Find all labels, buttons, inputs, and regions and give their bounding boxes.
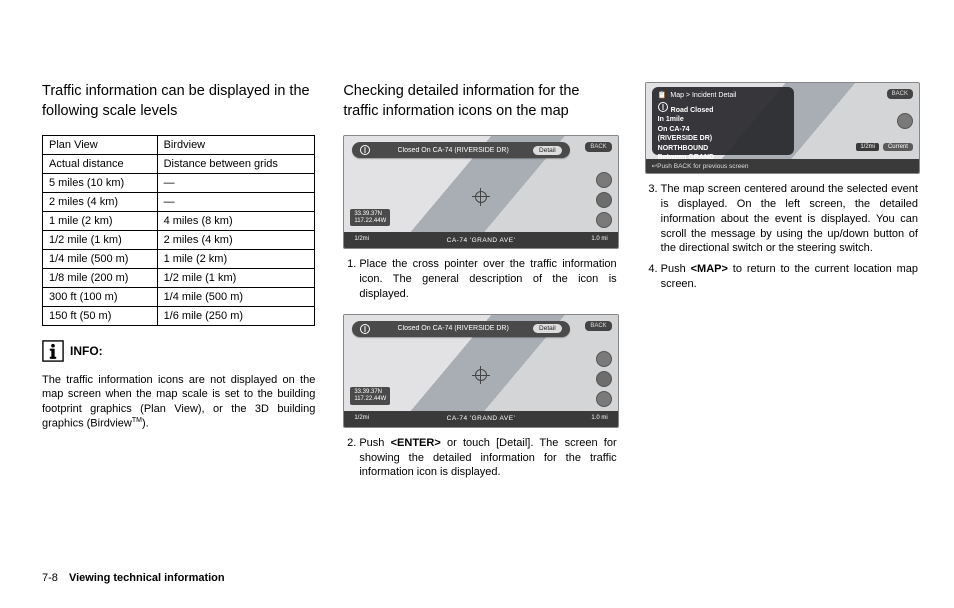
scale-table: Plan View Birdview Actual distance Dista… (42, 135, 315, 326)
side-icon (596, 391, 612, 407)
table-row: 5 miles (10 km)— (43, 174, 315, 193)
detail-button[interactable]: Detail (533, 324, 562, 333)
back-button[interactable]: BACK (887, 89, 913, 99)
step-1: Place the cross pointer over the traffic… (359, 257, 616, 302)
info-header: INFO: (42, 340, 315, 362)
info-text: The traffic information icons are not di… (42, 373, 315, 431)
table-row: 1/8 mile (200 m)1/2 mile (1 km) (43, 269, 315, 288)
coordinates: 33.39.37N117.22.44W (350, 209, 390, 226)
step-3: The map screen centered around the selec… (661, 182, 918, 256)
side-icon (596, 212, 612, 228)
table-row: 1 mile (2 km)4 miles (8 km) (43, 212, 315, 231)
column-left: Traffic information can be displayed in … (42, 82, 315, 492)
table-row: 150 ft (50 m)1/6 mile (250 m) (43, 307, 315, 326)
step-2: Push <ENTER> or touch [Detail]. The scre… (359, 436, 616, 481)
steps-3: The map screen centered around the selec… (645, 182, 918, 292)
incident-panel: 📋Map > Incident Detail Road Closed In 1m… (652, 87, 794, 155)
th-planview: Plan View (43, 136, 158, 155)
side-icon (596, 351, 612, 367)
col2-heading: Checking detailed information for the tr… (343, 82, 616, 121)
info-label: INFO: (70, 344, 103, 358)
scale-chip: 1.0 mi (587, 234, 611, 244)
table-row: 1/4 mile (500 m)1 mile (2 km) (43, 250, 315, 269)
scale-chip: 1/2mi (350, 413, 373, 423)
table-row: 300 ft (100 m)1/4 mile (500 m) (43, 288, 315, 307)
col1-heading: Traffic information can be displayed in … (42, 82, 315, 121)
steps-1: Place the cross pointer over the traffic… (343, 257, 616, 302)
detail-button[interactable]: Detail (533, 146, 562, 155)
info-icon (42, 340, 64, 362)
road-name-bar: CA-74 'GRAND AVE' (344, 232, 617, 248)
steps-2: Push <ENTER> or touch [Detail]. The scre… (343, 436, 616, 481)
column-right: BACK 📋Map > Incident Detail Road Closed … (645, 82, 918, 492)
step-4: Push <MAP> to return to the current loca… (661, 262, 918, 292)
side-icon (596, 172, 612, 188)
th-birdview: Birdview (157, 136, 315, 155)
scale-chip: 1.0 mi (587, 413, 611, 423)
traffic-banner: Closed On CA-74 (RIVERSIDE DR) Detail (352, 321, 569, 337)
page-number: 7-8 (42, 572, 58, 584)
back-button[interactable]: BACK (585, 321, 611, 331)
road-name-bar: CA-74 'GRAND AVE' (344, 411, 617, 427)
column-middle: Checking detailed information for the tr… (343, 82, 616, 492)
hint-bar: ↩ Push BACK for previous screen (646, 159, 919, 173)
crosshair-icon (472, 366, 490, 384)
nav-screenshot-1: Closed On CA-74 (RIVERSIDE DR) Detail BA… (343, 135, 618, 249)
page-footer: 7-8 Viewing technical information (42, 572, 225, 584)
back-button[interactable]: BACK (585, 142, 611, 152)
crosshair-icon (472, 188, 490, 206)
side-icon (596, 192, 612, 208)
side-icon (596, 371, 612, 387)
th-grid: Distance between grids (157, 155, 315, 174)
scale-chip: 1/2mi (856, 143, 879, 151)
current-chip: Current (883, 143, 913, 151)
section-title: Viewing technical information (69, 572, 225, 584)
coordinates: 33.39.37N117.22.44W (350, 387, 390, 404)
table-row: 1/2 mile (1 km)2 miles (4 km) (43, 231, 315, 250)
side-icon (897, 113, 913, 129)
nav-screenshot-2: Closed On CA-74 (RIVERSIDE DR) Detail BA… (343, 314, 618, 428)
scale-chip: 1/2mi (350, 234, 373, 244)
table-row: 2 miles (4 km)— (43, 193, 315, 212)
th-actual: Actual distance (43, 155, 158, 174)
traffic-banner: Closed On CA-74 (RIVERSIDE DR) Detail (352, 142, 569, 158)
nav-screenshot-3: BACK 📋Map > Incident Detail Road Closed … (645, 82, 920, 174)
